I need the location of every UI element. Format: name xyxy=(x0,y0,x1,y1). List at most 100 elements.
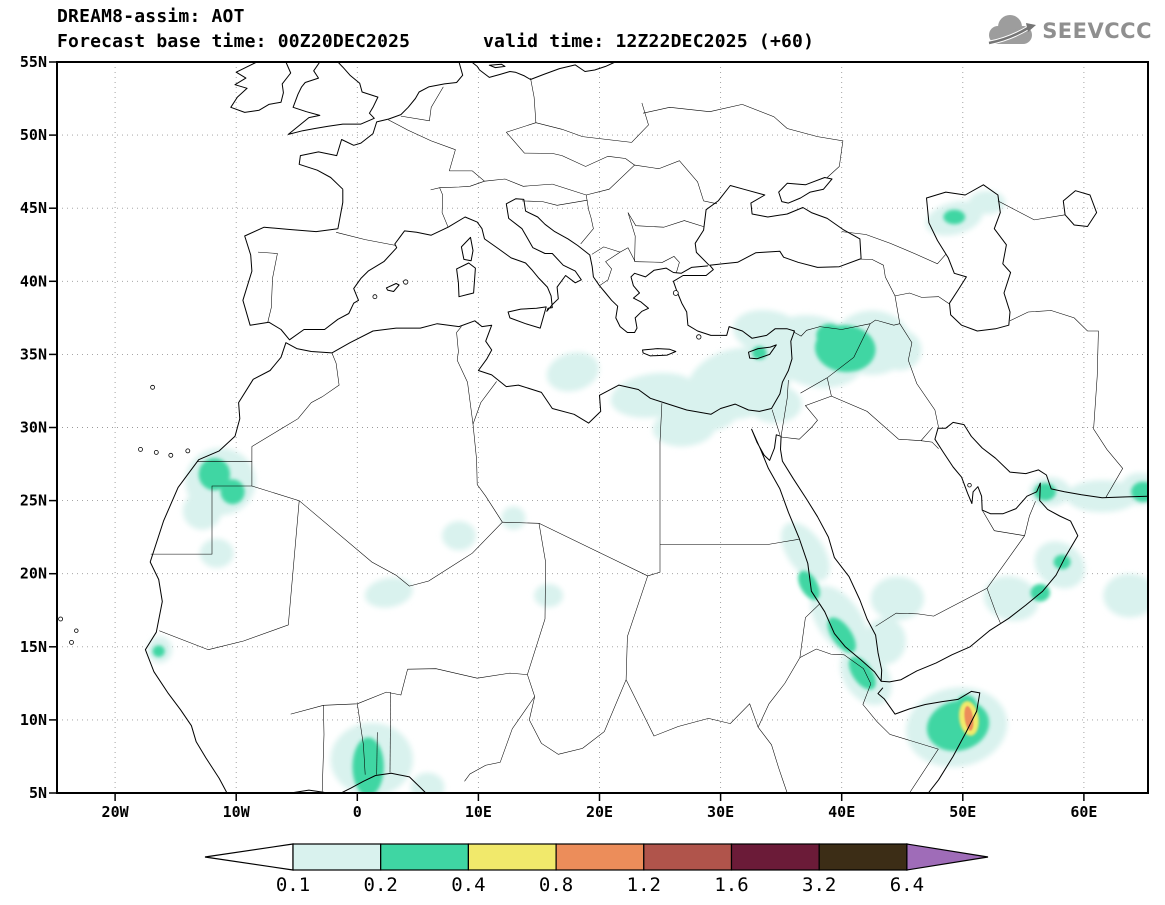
border xyxy=(643,104,743,114)
border xyxy=(793,319,900,337)
border xyxy=(336,232,397,246)
colorbar-box xyxy=(467,843,557,871)
coastline xyxy=(298,62,464,190)
island xyxy=(74,628,79,633)
coastline xyxy=(459,792,461,793)
x-tick-label: 10E xyxy=(465,803,492,821)
colorbar-label: 3.2 xyxy=(802,874,836,896)
border xyxy=(1009,310,1124,498)
coastline xyxy=(246,772,427,793)
coastline xyxy=(230,62,292,113)
border xyxy=(530,78,537,123)
aot-contour xyxy=(781,522,830,582)
seevccc-logo-text: SEEVCCC xyxy=(1042,19,1152,43)
aot-contour xyxy=(1053,554,1071,570)
aot-contour xyxy=(827,617,856,653)
colorbar-label: 0.8 xyxy=(539,874,573,896)
aot-contour xyxy=(364,577,413,608)
coastline xyxy=(287,62,379,135)
x-tick-label: 30E xyxy=(707,803,734,821)
border xyxy=(800,323,871,394)
border xyxy=(625,679,759,737)
aot-contour xyxy=(198,458,231,491)
border xyxy=(742,104,844,178)
cloud-logo-icon xyxy=(988,15,1037,46)
coastline xyxy=(642,348,677,357)
coastline xyxy=(778,177,833,204)
coastline xyxy=(748,344,777,360)
colorbar-box xyxy=(730,843,820,871)
colorbar: 0.1 0.2 0.4 0.8 1.2 1.6 3.2 6.4 xyxy=(204,843,989,896)
border xyxy=(472,424,503,523)
border xyxy=(997,200,1066,221)
colorbar-arrow-right xyxy=(906,843,989,871)
x-tick-label: 60E xyxy=(1070,803,1097,821)
coastline xyxy=(488,63,506,69)
y-tick-label: 35N xyxy=(20,345,47,363)
map-plot-area xyxy=(57,62,1148,793)
border xyxy=(659,403,663,545)
border xyxy=(389,692,391,773)
border xyxy=(841,231,947,265)
aot-contour xyxy=(410,772,445,793)
aot-contour xyxy=(870,576,925,621)
aot-contour xyxy=(501,506,526,530)
colorbar-box xyxy=(818,843,908,871)
border xyxy=(439,178,553,188)
border xyxy=(150,461,253,555)
forecast-base-time: Forecast base time: 00Z20DEC2025 xyxy=(57,31,411,52)
border xyxy=(899,323,939,428)
aot-contour xyxy=(534,583,564,608)
coastline xyxy=(456,262,476,298)
y-tick-label: 55N xyxy=(20,53,47,71)
border xyxy=(631,102,649,143)
border xyxy=(986,501,1036,589)
border xyxy=(986,588,1001,623)
valid-time: valid time: 12Z22DEC2025 (+60) xyxy=(483,31,815,52)
border xyxy=(894,292,950,305)
aot-contour xyxy=(816,323,843,348)
y-tick-label: 5N xyxy=(29,784,47,802)
island xyxy=(138,446,143,452)
colorbar-label: 1.6 xyxy=(714,874,748,896)
coastlines xyxy=(58,62,1148,793)
colorbar-box xyxy=(380,843,470,871)
aot-shading-level4 xyxy=(964,706,974,731)
colorbar-box xyxy=(292,843,382,871)
border xyxy=(660,539,799,545)
coastline xyxy=(881,421,1148,683)
border xyxy=(862,683,939,793)
border xyxy=(860,258,901,324)
island xyxy=(696,334,702,340)
border xyxy=(831,395,933,441)
aot-contour xyxy=(220,479,245,505)
aot-contour xyxy=(968,190,1006,215)
island xyxy=(58,616,63,622)
border xyxy=(757,727,788,793)
aot-contour xyxy=(798,570,820,600)
border xyxy=(920,440,939,449)
border xyxy=(197,352,340,462)
border xyxy=(627,212,704,228)
border xyxy=(472,381,497,425)
border xyxy=(599,247,636,287)
border xyxy=(625,575,648,680)
island xyxy=(403,279,409,285)
coastline xyxy=(751,428,883,682)
aot-contour xyxy=(983,576,1039,621)
island xyxy=(967,483,972,488)
colorbar-label: 0.4 xyxy=(451,874,485,896)
border xyxy=(357,703,366,775)
border xyxy=(527,523,546,675)
axis-ticks xyxy=(49,61,1085,801)
border xyxy=(464,696,535,782)
island xyxy=(672,290,679,296)
aot-contour xyxy=(442,521,476,551)
border xyxy=(552,160,718,205)
border xyxy=(251,485,503,587)
border xyxy=(799,648,872,684)
y-tick-label: 50N xyxy=(20,126,47,144)
colorbar-arrow-left xyxy=(204,843,294,871)
border xyxy=(449,170,485,182)
aot-contour xyxy=(182,491,222,530)
